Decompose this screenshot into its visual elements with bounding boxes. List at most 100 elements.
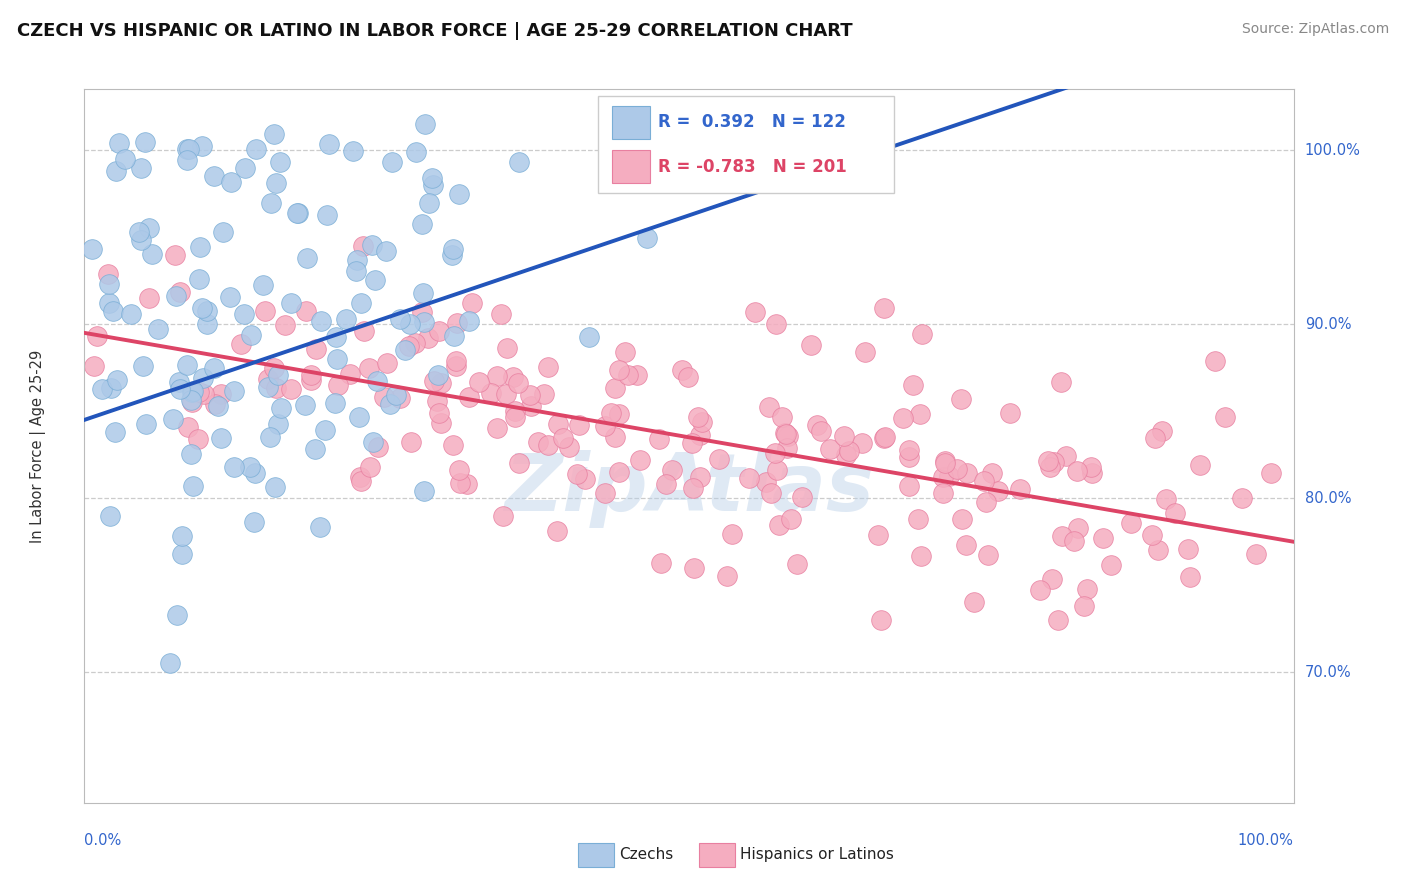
Point — [167, 375, 190, 389]
Point — [617, 368, 640, 383]
Point — [868, 528, 890, 542]
Point — [256, 371, 278, 385]
Point — [349, 470, 371, 484]
Point — [243, 466, 266, 480]
Point — [946, 462, 969, 476]
Point — [738, 471, 761, 485]
Point — [775, 427, 797, 442]
Text: In Labor Force | Age 25-29: In Labor Force | Age 25-29 — [31, 350, 46, 542]
Point — [491, 307, 513, 321]
Point — [519, 388, 541, 402]
Point — [180, 393, 202, 408]
Point — [325, 351, 347, 366]
Point — [457, 314, 479, 328]
Point — [763, 446, 786, 460]
Point — [910, 326, 932, 341]
Point — [755, 475, 778, 489]
Point — [388, 391, 411, 405]
Point — [411, 217, 433, 231]
Point — [423, 374, 446, 388]
Point — [932, 486, 955, 500]
Point — [758, 400, 780, 414]
Point — [359, 459, 381, 474]
Point — [520, 399, 543, 413]
Point — [875, 430, 897, 444]
Point — [853, 345, 876, 359]
Point — [146, 322, 169, 336]
Point — [873, 301, 896, 315]
Point — [607, 465, 630, 479]
Point — [441, 438, 464, 452]
Point — [1164, 506, 1187, 520]
Point — [1076, 582, 1098, 596]
Point — [80, 242, 103, 256]
Point — [778, 429, 800, 443]
Point — [129, 233, 152, 247]
Point — [108, 136, 131, 150]
Point — [285, 205, 308, 219]
Point — [495, 387, 517, 401]
Point — [304, 442, 326, 456]
Point — [295, 304, 318, 318]
Point — [229, 337, 252, 351]
Point — [367, 441, 389, 455]
Point — [443, 329, 465, 343]
Point — [773, 426, 796, 441]
Point — [1119, 516, 1142, 531]
Point — [832, 429, 855, 443]
Point — [910, 407, 932, 421]
Point — [898, 443, 921, 458]
Point — [422, 171, 444, 186]
Point — [308, 519, 330, 533]
Point — [202, 361, 225, 376]
Point — [245, 142, 267, 156]
Point — [578, 330, 600, 344]
Point — [128, 225, 150, 239]
Point — [770, 410, 793, 425]
Point — [1143, 431, 1166, 445]
Point — [1010, 482, 1032, 496]
Point — [1091, 531, 1114, 545]
Point — [335, 312, 357, 326]
Point — [350, 296, 373, 310]
Point — [492, 509, 515, 524]
Point — [648, 432, 671, 446]
Point — [981, 467, 1004, 481]
Point — [252, 278, 274, 293]
Point — [891, 410, 914, 425]
Point — [1177, 541, 1199, 556]
Point — [191, 301, 214, 315]
Point — [430, 376, 453, 391]
Point — [690, 415, 713, 429]
Point — [568, 418, 591, 433]
Point — [212, 225, 235, 239]
Point — [353, 324, 375, 338]
Point — [950, 392, 973, 407]
Text: 80.0%: 80.0% — [1305, 491, 1351, 506]
Text: 90.0%: 90.0% — [1305, 317, 1351, 332]
Point — [835, 448, 858, 462]
Point — [318, 137, 340, 152]
Text: 0.0%: 0.0% — [84, 833, 121, 848]
Point — [240, 327, 263, 342]
Point — [339, 367, 361, 381]
Point — [1047, 613, 1070, 627]
Text: Hispanics or Latinos: Hispanics or Latinos — [740, 847, 894, 863]
Point — [316, 209, 339, 223]
Point — [398, 339, 420, 353]
Text: R =  0.392   N = 122: R = 0.392 N = 122 — [658, 113, 845, 131]
Point — [374, 244, 396, 258]
Point — [593, 419, 616, 434]
Point — [264, 480, 287, 494]
Point — [457, 390, 479, 404]
Point — [416, 331, 439, 345]
Point — [1246, 548, 1268, 562]
Point — [165, 289, 187, 303]
Point — [934, 456, 956, 470]
Point — [366, 374, 388, 388]
Point — [405, 145, 427, 160]
Point — [221, 175, 243, 189]
Point — [1039, 460, 1062, 475]
Point — [344, 264, 367, 278]
Point — [326, 378, 349, 392]
